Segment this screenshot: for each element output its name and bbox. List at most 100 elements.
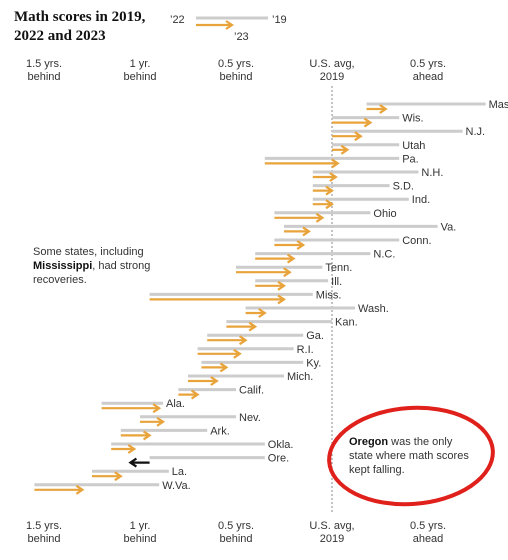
change-arrow-head bbox=[152, 403, 162, 414]
change-arrow bbox=[245, 308, 267, 318]
x-tick-label-line1: 0.5 yrs. bbox=[217, 58, 255, 70]
change-arrow bbox=[201, 362, 229, 373]
x-tick-label-line1: 0.5 yrs. bbox=[409, 58, 447, 70]
chart-title: Math scores in 2019, 2022 and 2023 bbox=[14, 9, 146, 44]
change-arrow-head bbox=[315, 212, 325, 223]
x-tick-label-line2: behind bbox=[219, 71, 253, 83]
state-label: W.Va. bbox=[162, 480, 191, 492]
falling-arrow-head bbox=[128, 457, 138, 468]
state-label: Okla. bbox=[268, 439, 294, 451]
falling-arrow bbox=[128, 457, 150, 468]
state-label: Calif. bbox=[239, 385, 264, 397]
change-arrow-head bbox=[296, 240, 306, 250]
state-label: Ind. bbox=[412, 194, 430, 206]
x-tick-label: 1.5 yrs. behind bbox=[9, 520, 79, 546]
state-label: N.H. bbox=[421, 167, 443, 179]
x-tick-label-line2: behind bbox=[27, 71, 61, 83]
change-arrow-head bbox=[329, 172, 338, 182]
legend-label-2019: ’19 bbox=[272, 14, 287, 26]
change-arrow-head bbox=[190, 389, 200, 400]
change-arrow bbox=[312, 199, 334, 210]
change-arrow-head bbox=[302, 226, 311, 237]
state-row: Mass. bbox=[366, 99, 508, 114]
state-row: Ky. bbox=[201, 357, 321, 373]
change-arrow-head bbox=[75, 484, 85, 495]
state-label: R.I. bbox=[297, 344, 314, 356]
state-label: Wash. bbox=[358, 303, 389, 315]
state-label: Mass. bbox=[489, 99, 508, 111]
change-arrow-head bbox=[114, 471, 123, 482]
state-row: Wis. bbox=[332, 113, 424, 128]
state-label: S.D. bbox=[393, 181, 414, 193]
state-row: N.H. bbox=[312, 167, 443, 182]
state-row: Calif. bbox=[178, 385, 264, 400]
state-row: Ark. bbox=[120, 425, 230, 441]
annotation-callout: Oregon was the only state where math sco… bbox=[349, 435, 477, 477]
change-arrow bbox=[312, 172, 338, 182]
state-row: Kan. bbox=[226, 317, 358, 332]
change-arrow bbox=[236, 267, 292, 278]
annotation-left-bold: Mississippi bbox=[33, 260, 93, 272]
change-arrow-head bbox=[277, 294, 286, 305]
state-label: Nev. bbox=[239, 412, 261, 424]
state-row: W.Va. bbox=[34, 480, 191, 495]
state-row: Ohio bbox=[274, 208, 397, 223]
x-tick-label-line2: behind bbox=[123, 71, 157, 83]
state-label: Tenn. bbox=[325, 262, 352, 274]
change-arrow bbox=[226, 321, 258, 332]
legend-change-arrow-head bbox=[225, 20, 234, 30]
state-label: Ohio bbox=[373, 208, 396, 220]
x-tick-label: 1.5 yrs. behind bbox=[9, 58, 79, 84]
state-label: La. bbox=[172, 466, 187, 478]
x-tick-label-line2: ahead bbox=[412, 71, 444, 83]
x-tick-label: 1 yr. behind bbox=[105, 58, 175, 84]
x-tick-label: 0.5 yrs. behind bbox=[201, 520, 271, 546]
change-arrow bbox=[332, 131, 363, 142]
change-arrow-head bbox=[340, 144, 350, 155]
x-tick-label: 0.5 yrs. behind bbox=[201, 58, 271, 84]
change-arrow bbox=[332, 144, 350, 155]
change-arrow-head bbox=[379, 104, 388, 114]
state-row: Okla. bbox=[111, 439, 294, 454]
state-row: Ore. bbox=[128, 453, 289, 468]
state-row: Nev. bbox=[140, 412, 261, 427]
change-arrow bbox=[34, 484, 85, 495]
state-label: Wis. bbox=[402, 113, 423, 125]
annotation-left-suffix: , had strong recoveries. bbox=[33, 260, 151, 286]
legend-label-2023: ’23 bbox=[234, 31, 249, 43]
x-tick-label-line1: 1.5 yrs. bbox=[25, 58, 63, 70]
legend-label-2022: ’22 bbox=[170, 14, 185, 26]
x-tick-label-line2: 2019 bbox=[319, 533, 345, 545]
callout-ring bbox=[327, 405, 495, 507]
change-arrow bbox=[366, 104, 388, 114]
state-label: Conn. bbox=[402, 235, 431, 247]
change-arrow-head bbox=[219, 362, 229, 373]
change-arrow bbox=[101, 403, 162, 414]
x-tick-label: U.S. avg, 2019 bbox=[297, 520, 367, 546]
change-arrow-head bbox=[258, 308, 267, 318]
state-row: Ga. bbox=[207, 330, 324, 346]
state-label: Miss. bbox=[316, 289, 342, 301]
x-tick-label: 1 yr. behind bbox=[105, 520, 175, 546]
change-arrow-head bbox=[283, 267, 292, 278]
callout-text: was the only state where math scores kep… bbox=[349, 436, 469, 476]
x-tick-label: 0.5 yrs. ahead bbox=[393, 520, 463, 546]
state-row: Utah bbox=[332, 140, 425, 155]
state-label: Ore. bbox=[268, 453, 289, 465]
change-arrow-head bbox=[363, 117, 373, 128]
state-label: Va. bbox=[441, 221, 457, 233]
state-row: La. bbox=[92, 466, 187, 482]
state-label: Ill. bbox=[331, 276, 342, 288]
change-arrow bbox=[274, 240, 306, 250]
x-tick-label-line2: behind bbox=[219, 533, 253, 545]
change-arrow bbox=[92, 471, 123, 482]
state-label: Utah bbox=[402, 140, 425, 152]
state-label: Pa. bbox=[402, 153, 419, 165]
change-arrow bbox=[120, 430, 152, 441]
annotation-left: Some states, including Mississippi, had … bbox=[33, 245, 173, 287]
change-arrow bbox=[274, 212, 325, 223]
state-label: N.C. bbox=[373, 249, 395, 261]
x-tick-label-line1: 0.5 yrs. bbox=[409, 520, 447, 532]
legend-change-arrow bbox=[196, 20, 234, 30]
change-arrow bbox=[149, 294, 286, 305]
